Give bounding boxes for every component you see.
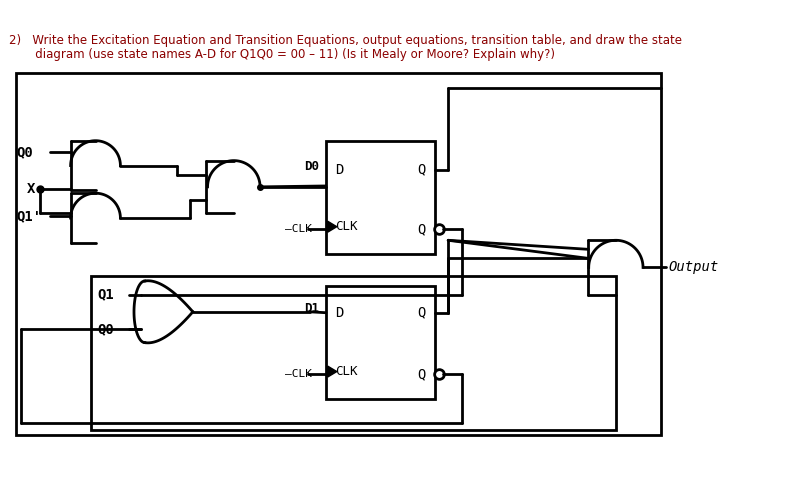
Text: —CLK—: —CLK— (285, 369, 319, 379)
Text: Q: Q (417, 306, 425, 320)
Text: X: X (27, 182, 35, 196)
Text: Q: Q (417, 223, 425, 236)
Text: Q1: Q1 (98, 288, 115, 302)
Text: —CLK—: —CLK— (285, 225, 319, 234)
Text: diagram (use state names A-D for Q1Q0 = 00 – 11) (Is it Mealy or Moore? Explain : diagram (use state names A-D for Q1Q0 = … (9, 48, 555, 61)
Bar (326, 286, 435, 399)
Text: D: D (335, 163, 343, 177)
Text: Q0: Q0 (98, 322, 115, 336)
Text: D: D (335, 306, 343, 320)
Text: Q: Q (417, 163, 425, 177)
Bar (90, 277, 615, 431)
Polygon shape (328, 366, 337, 377)
Text: Q: Q (417, 367, 425, 382)
Text: Output: Output (668, 260, 718, 275)
Text: Q1': Q1' (16, 209, 42, 223)
Text: D0: D0 (304, 159, 319, 173)
Text: 2)   Write the Excitation Equation and Transition Equations, output equations, t: 2) Write the Excitation Equation and Tra… (9, 34, 682, 47)
Polygon shape (328, 221, 337, 232)
Text: CLK: CLK (335, 220, 357, 233)
Text: CLK: CLK (335, 365, 357, 378)
Bar (16, 73, 661, 435)
Bar (326, 140, 435, 254)
Text: Q0: Q0 (16, 145, 33, 159)
Text: D1: D1 (304, 302, 319, 315)
